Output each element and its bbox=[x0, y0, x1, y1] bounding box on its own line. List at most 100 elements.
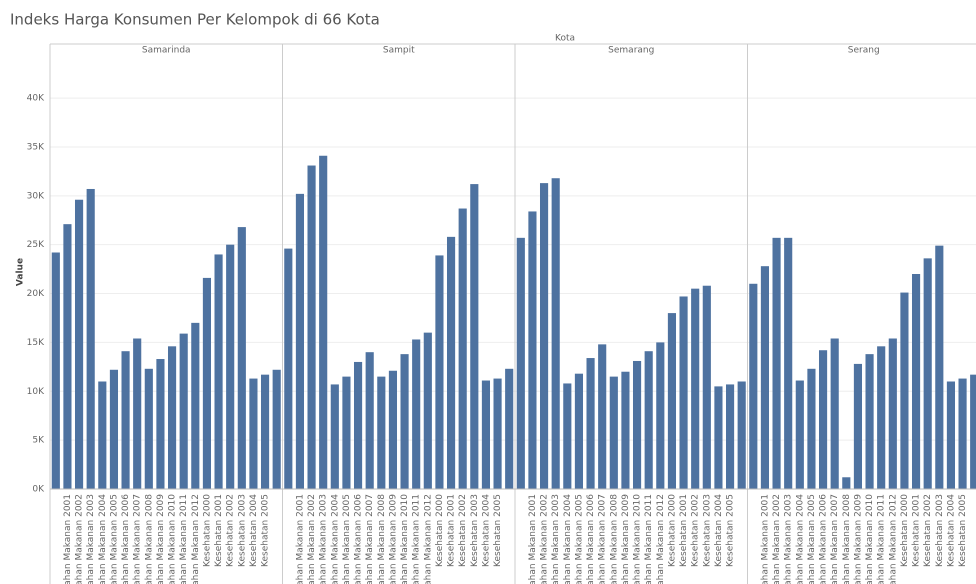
x-tick-label: Kesehatan 2000 bbox=[900, 494, 910, 567]
bar bbox=[98, 381, 107, 489]
bar bbox=[167, 346, 177, 489]
bar bbox=[86, 188, 95, 489]
bar bbox=[656, 342, 665, 489]
bar bbox=[632, 360, 642, 489]
x-tick-label: Bahan Makanan 2009 bbox=[853, 494, 863, 584]
x-tick-label: Bahan Makanan 2001 bbox=[63, 494, 73, 584]
x-tick-label: Bahan Makanan 2011 bbox=[179, 494, 189, 584]
bar bbox=[342, 376, 351, 489]
x-tick-label: Kesehatan 2004 bbox=[714, 494, 724, 567]
x-tick-label: Bahan Makanan 2012 bbox=[888, 494, 898, 584]
bar bbox=[74, 199, 84, 489]
bar bbox=[586, 358, 595, 489]
x-tick-label: Kesehatan 2005 bbox=[958, 494, 968, 567]
x-tick-label: Bahan Makanan 2007 bbox=[365, 494, 375, 584]
bar bbox=[51, 252, 60, 489]
facet-label: Kota bbox=[555, 34, 575, 44]
x-tick-label: Kesehatan 2003 bbox=[470, 494, 480, 567]
bar bbox=[807, 368, 816, 489]
bar bbox=[737, 381, 746, 489]
y-axis-label: Value bbox=[16, 258, 26, 286]
bar bbox=[470, 184, 479, 489]
bar bbox=[877, 346, 886, 489]
x-tick-label: Bahan Makanan 2012 bbox=[656, 494, 666, 584]
bar bbox=[621, 371, 630, 489]
x-tick-label: Bahan Makanan 2011 bbox=[877, 494, 887, 584]
x-tick-label: Bahan Makanan 2001 bbox=[760, 494, 770, 584]
y-tick-label: 20K bbox=[27, 289, 45, 299]
x-tick-label: Bahan Makanan 2003 bbox=[86, 494, 96, 584]
x-tick-label: Bahan Makanan 2006 bbox=[586, 494, 596, 584]
x-tick-label: Bahan Makanan 2002 bbox=[540, 494, 550, 584]
bar bbox=[307, 165, 316, 490]
x-tick-label: Bahan Makanan 2007 bbox=[133, 494, 143, 584]
panel-label: Semarang bbox=[608, 46, 654, 56]
x-tick-label: Kesehatan 2002 bbox=[458, 494, 468, 567]
bar bbox=[516, 237, 525, 489]
x-tick-label: Kesehatan 2001 bbox=[679, 494, 689, 567]
bar bbox=[865, 354, 874, 489]
bar bbox=[214, 254, 223, 489]
x-tick-label: Bahan Makanan 2007 bbox=[598, 494, 608, 584]
x-tick-label: Bahan Makanan 2002 bbox=[75, 494, 85, 584]
x-tick-label: Bahan Makanan 2009 bbox=[156, 494, 166, 584]
bar bbox=[179, 333, 188, 489]
bar bbox=[202, 277, 212, 489]
x-tick-label: Kesehatan 2000 bbox=[435, 494, 445, 567]
bar bbox=[772, 237, 781, 489]
x-tick-label: Bahan Makanan 2005 bbox=[807, 494, 817, 584]
bar bbox=[911, 274, 921, 489]
bar bbox=[435, 255, 444, 489]
bar bbox=[226, 244, 235, 489]
x-tick-label: Bahan Makanan 2012 bbox=[423, 494, 433, 584]
x-tick-label: Bahan Makanan 2012 bbox=[191, 494, 201, 584]
bar bbox=[423, 332, 432, 489]
x-tick-label: Kesehatan 2005 bbox=[493, 494, 503, 567]
bar bbox=[249, 378, 258, 489]
bar bbox=[946, 381, 956, 489]
bar bbox=[667, 313, 677, 489]
y-tick-label: 0K bbox=[32, 485, 45, 495]
bar bbox=[749, 283, 758, 489]
bar bbox=[353, 361, 363, 489]
bar bbox=[970, 374, 976, 489]
bar bbox=[446, 236, 456, 489]
x-tick-label: Bahan Makanan 2002 bbox=[307, 494, 317, 584]
bar bbox=[702, 285, 711, 489]
bar bbox=[400, 354, 409, 489]
bar bbox=[377, 376, 386, 489]
x-tick-label: Bahan Makanan 2008 bbox=[842, 494, 852, 584]
x-tick-label: Kesehatan 2003 bbox=[237, 494, 247, 567]
x-tick-label: Bahan Makanan 2010 bbox=[865, 494, 875, 584]
x-tick-label: Bahan Makanan 2004 bbox=[98, 494, 108, 584]
bar bbox=[842, 477, 851, 489]
bar bbox=[121, 351, 130, 489]
bar bbox=[63, 224, 72, 489]
bar bbox=[144, 368, 153, 489]
y-tick-label: 40K bbox=[27, 94, 45, 104]
bar bbox=[481, 380, 491, 489]
y-tick-label: 15K bbox=[27, 338, 45, 348]
y-tick-label: 30K bbox=[27, 191, 45, 201]
bar bbox=[760, 266, 770, 489]
x-tick-label: Bahan Makanan 2005 bbox=[574, 494, 584, 584]
x-tick-label: Kesehatan 2001 bbox=[447, 494, 457, 567]
bar bbox=[958, 378, 967, 489]
bar bbox=[539, 183, 549, 489]
bar bbox=[272, 369, 281, 489]
x-tick-label: Bahan Makanan 2002 bbox=[772, 494, 782, 584]
x-tick-label: Bahan Makanan 2003 bbox=[319, 494, 329, 584]
bar bbox=[330, 384, 339, 489]
bar bbox=[784, 237, 793, 489]
x-tick-label: Bahan Makanan 2010 bbox=[633, 494, 643, 584]
y-tick-label: 25K bbox=[27, 240, 45, 250]
x-tick-label: Kesehatan 2002 bbox=[691, 494, 701, 567]
y-tick-label: 10K bbox=[27, 387, 45, 397]
x-tick-label: Bahan Makanan 2008 bbox=[144, 494, 154, 584]
bar bbox=[725, 384, 735, 489]
bar bbox=[853, 363, 863, 489]
bar bbox=[109, 369, 119, 489]
bar bbox=[458, 208, 467, 490]
x-tick-label: Bahan Makanan 2003 bbox=[784, 494, 794, 584]
